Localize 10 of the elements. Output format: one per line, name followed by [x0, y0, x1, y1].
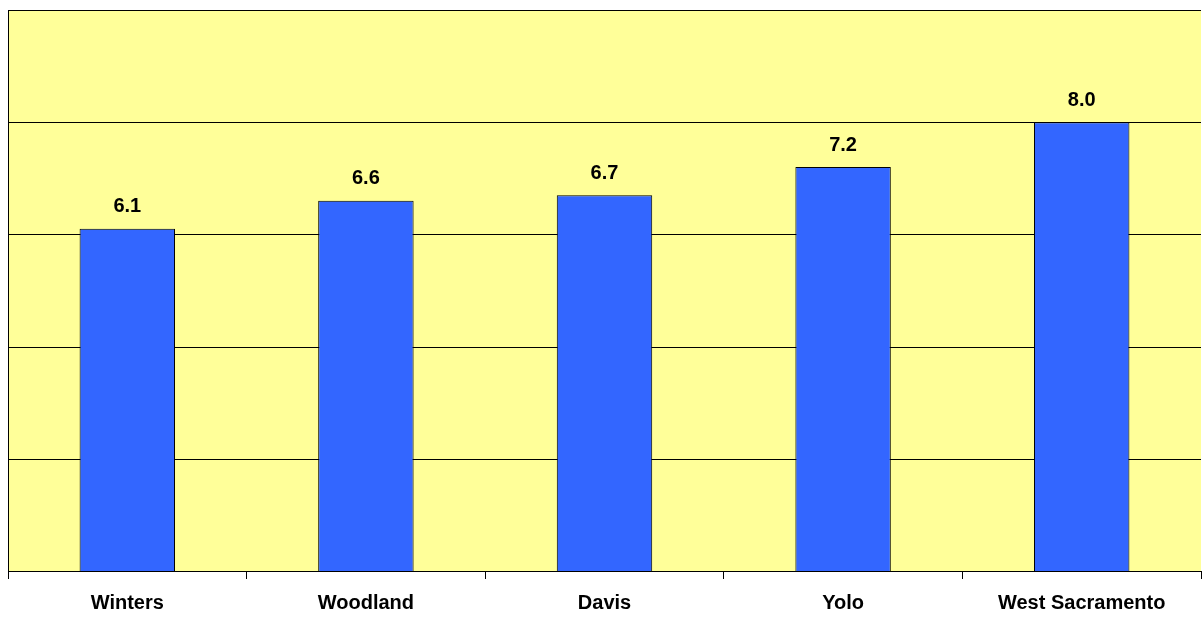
- x-tick-label: Woodland: [317, 590, 415, 613]
- data-label: 6.7: [590, 160, 619, 183]
- data-label: 6.6: [351, 166, 380, 189]
- data-label: 7.2: [829, 132, 858, 155]
- x-tick-label: West Sacramento: [997, 590, 1166, 613]
- data-label: 8.0: [1067, 87, 1096, 110]
- x-tick-label: Davis: [577, 590, 632, 613]
- x-tick-label: Yolo: [822, 590, 865, 613]
- data-label: 6.1: [113, 194, 142, 217]
- x-tick-label: Winters: [90, 590, 164, 613]
